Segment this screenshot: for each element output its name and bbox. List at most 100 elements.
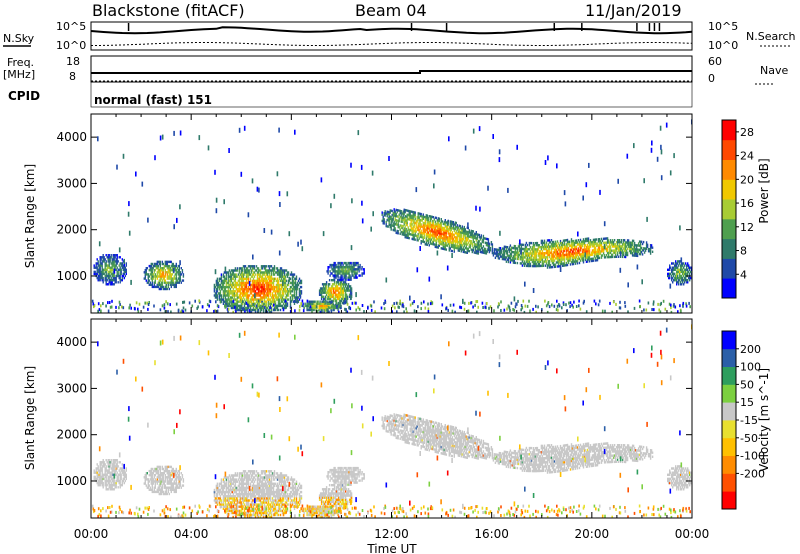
- power-cell: [531, 248, 534, 251]
- power-cell: [567, 257, 570, 260]
- power-cell: [549, 266, 552, 269]
- power-cell: [280, 283, 283, 287]
- power-speck: [349, 307, 352, 311]
- power-cell: [427, 231, 429, 234]
- power-cell: [175, 271, 177, 274]
- power-speck: [459, 305, 461, 309]
- power-cell: [462, 248, 464, 251]
- power-cell: [536, 250, 539, 253]
- power-cell: [588, 245, 591, 248]
- power-speck: [270, 229, 273, 235]
- power-cell: [253, 279, 256, 283]
- power-cell: [583, 244, 586, 247]
- power-cell: [260, 308, 263, 312]
- power-cell: [113, 283, 115, 286]
- power-cell: [436, 246, 438, 249]
- power-cell: [639, 253, 642, 256]
- power-cell: [475, 243, 477, 246]
- power-cell: [156, 264, 158, 268]
- power-cell: [493, 248, 496, 251]
- power-cell: [451, 237, 453, 240]
- power-cell: [602, 252, 605, 255]
- power-cell: [258, 294, 261, 297]
- power-cell: [588, 243, 591, 246]
- power-cell: [546, 266, 549, 269]
- power-cell: [335, 281, 338, 284]
- power-cell: [677, 266, 679, 269]
- power-cell: [173, 283, 175, 286]
- power-cell: [394, 223, 396, 226]
- power-speck: [391, 310, 393, 313]
- power-cell: [556, 257, 559, 260]
- power-cell: [236, 290, 239, 293]
- power-cell: [111, 260, 113, 263]
- power-cell: [557, 256, 560, 260]
- power-cell: [98, 272, 100, 276]
- power-cell: [282, 302, 285, 305]
- power-cell: [640, 240, 643, 243]
- power-cell: [159, 262, 161, 266]
- power-cell: [552, 242, 555, 246]
- power-cell: [322, 304, 324, 308]
- power-speck: [100, 309, 102, 313]
- power-cell: [336, 285, 339, 288]
- power-cell: [272, 273, 275, 276]
- power-cell: [489, 249, 492, 252]
- cpid-panel: [90, 81, 693, 108]
- power-cell: [505, 245, 508, 249]
- power-cell: [445, 231, 447, 235]
- nsky-line: [90, 26, 693, 35]
- power-cell: [226, 298, 229, 301]
- power-cell: [470, 248, 472, 251]
- power-cell: [266, 273, 269, 276]
- power-cell: [572, 244, 575, 247]
- power-cell: [624, 247, 627, 250]
- power-cell: [408, 228, 410, 231]
- power-cell: [575, 239, 578, 242]
- power-cell: [583, 250, 586, 253]
- power-cell: [472, 246, 474, 250]
- power-cell: [111, 274, 113, 278]
- power-cell: [226, 285, 229, 289]
- power-cell: [278, 271, 281, 274]
- power-cell: [514, 255, 517, 258]
- power-cell: [604, 256, 607, 259]
- power-cell: [234, 298, 237, 301]
- power-cell: [282, 306, 285, 310]
- power-cell: [233, 285, 236, 289]
- power-cell: [471, 242, 473, 245]
- power-cell: [463, 248, 465, 252]
- power-cell: [227, 304, 230, 308]
- power-cell: [532, 260, 535, 264]
- power-cell: [107, 270, 109, 274]
- power-cell: [473, 243, 475, 246]
- power-cell: [687, 281, 689, 284]
- power-cell: [539, 252, 542, 255]
- power-cell: [169, 273, 171, 276]
- power-speck: [660, 144, 662, 150]
- power-cell: [341, 301, 344, 305]
- power-cell: [269, 283, 272, 287]
- power-cell: [387, 217, 389, 220]
- power-cell: [505, 250, 508, 253]
- power-cell: [106, 274, 108, 278]
- power-cell: [405, 236, 407, 239]
- power-cell: [577, 243, 580, 246]
- power-cell: [115, 262, 117, 265]
- power-cell: [247, 265, 250, 268]
- power-cell: [345, 297, 348, 301]
- power-cell: [505, 260, 508, 263]
- power-cell: [251, 290, 254, 293]
- power-cell: [410, 227, 412, 230]
- power-cell: [240, 271, 243, 274]
- power-cell: [447, 236, 449, 239]
- power-cell: [491, 249, 494, 253]
- power-cell: [240, 302, 243, 305]
- power-cell: [632, 245, 635, 249]
- power-cell: [349, 278, 351, 281]
- power-cell: [111, 258, 113, 261]
- power-cell: [278, 294, 281, 297]
- power-speck: [301, 246, 304, 252]
- power-cell: [160, 277, 162, 280]
- power-speck: [243, 307, 245, 311]
